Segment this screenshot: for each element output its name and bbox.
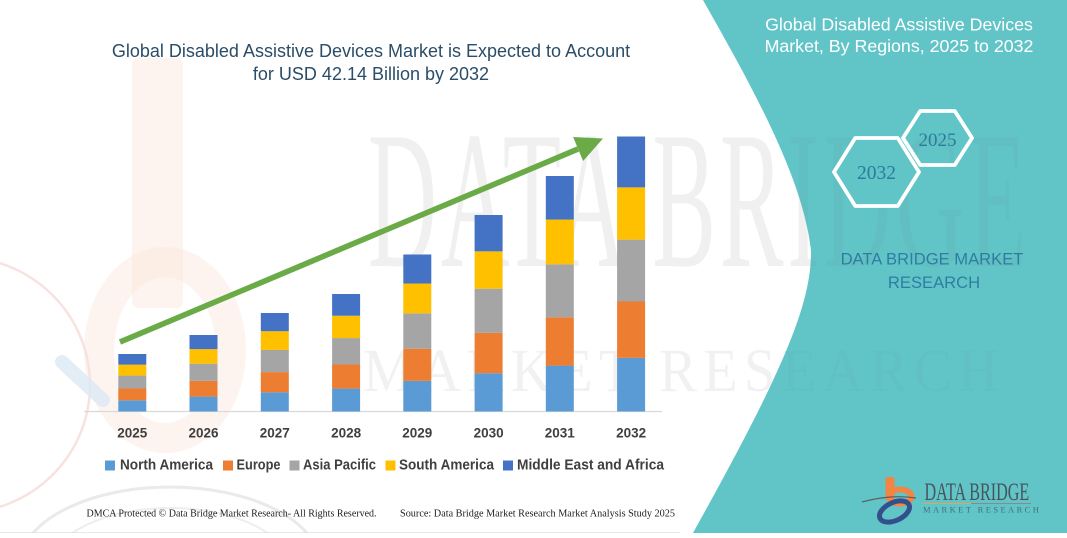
svg-text:Market, By Regions, 2025 to 20: Market, By Regions, 2025 to 2032 xyxy=(765,36,1034,56)
svg-text:DATA BRIDGE: DATA BRIDGE xyxy=(925,477,1030,506)
svg-text:Asia Pacific: Asia Pacific xyxy=(303,457,376,474)
svg-text:2030: 2030 xyxy=(474,426,504,441)
svg-text:Europe: Europe xyxy=(237,457,281,474)
svg-text:2032: 2032 xyxy=(857,163,896,184)
svg-text:Middle East and Africa: Middle East and Africa xyxy=(517,457,665,474)
svg-text:South America: South America xyxy=(399,457,495,474)
svg-text:2029: 2029 xyxy=(402,426,432,441)
svg-text:North America: North America xyxy=(120,457,214,474)
svg-text:Source: Data Bridge Market Res: Source: Data Bridge Market Research Mark… xyxy=(400,508,675,520)
svg-text:2032: 2032 xyxy=(616,426,646,441)
svg-text:2031: 2031 xyxy=(545,426,576,441)
svg-text:2028: 2028 xyxy=(331,426,362,441)
svg-text:for USD 42.14 Billion by 2032: for USD 42.14 Billion by 2032 xyxy=(253,64,489,84)
svg-text:Global Disabled Assistive Devi: Global Disabled Assistive Devices Market… xyxy=(112,41,630,61)
svg-text:2025: 2025 xyxy=(117,426,148,441)
svg-text:2025: 2025 xyxy=(919,130,957,151)
svg-text:Global Disabled Assistive Devi: Global Disabled Assistive Devices xyxy=(765,15,1033,35)
svg-text:DMCA Protected © Data Bridge M: DMCA Protected © Data Bridge Market Rese… xyxy=(87,508,377,520)
svg-text:DATA BRIDGE MARKET: DATA BRIDGE MARKET xyxy=(841,250,1024,269)
svg-text:RESEARCH: RESEARCH xyxy=(888,273,980,292)
svg-text:MARKET RESEARCH: MARKET RESEARCH xyxy=(923,505,1041,515)
svg-text:2026: 2026 xyxy=(188,426,219,441)
svg-text:2027: 2027 xyxy=(260,426,290,441)
svg-text:MARKET RESEARCH: MARKET RESEARCH xyxy=(363,336,1005,405)
